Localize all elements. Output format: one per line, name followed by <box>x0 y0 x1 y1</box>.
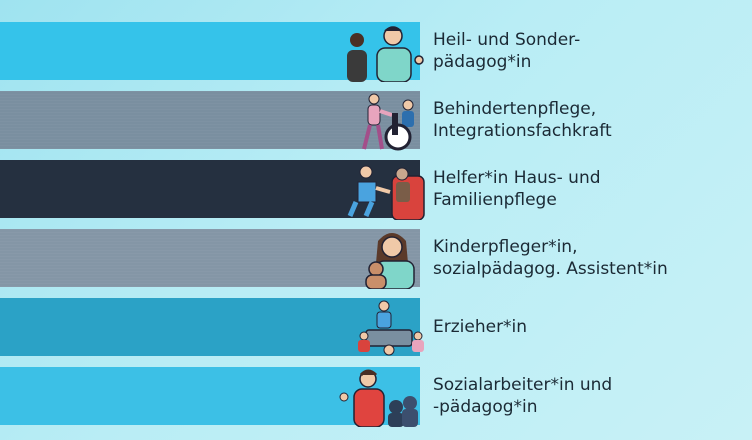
row-label: Behindertenpflege, Integrationsfachkraft <box>433 99 612 141</box>
color-bar <box>0 298 420 356</box>
group-table-icon <box>358 300 424 356</box>
row-label: Kinderpfleger*in, sozialpädagog. Assisten… <box>433 237 668 279</box>
row-label: Heil- und Sonder-pädagog*in <box>433 30 581 72</box>
color-bar <box>0 367 420 425</box>
wheelchair-care-icon <box>362 93 414 151</box>
color-bar <box>0 160 420 218</box>
list-item: Behindertenpflege, Integrationsfachkraft <box>0 91 752 151</box>
color-bar <box>0 91 420 149</box>
social-worker-icon <box>339 369 418 427</box>
parent-baby-icon <box>365 233 415 289</box>
row-label: Sozialarbeiter*in und -pädagog*in <box>433 375 613 417</box>
list-item: Sozialarbeiter*in und -pädagog*in <box>0 367 752 427</box>
color-bar <box>0 229 420 287</box>
home-care-icon <box>347 165 425 220</box>
teacher-child-icon <box>347 26 424 82</box>
row-label: Helfer*in Haus- und Familienpflege <box>433 168 601 210</box>
list-item: Heil- und Sonder-pädagog*in <box>0 22 752 82</box>
list-item: Kinderpfleger*in, sozialpädagog. Assisten… <box>0 229 752 289</box>
list-item: Erzieher*in <box>0 298 752 356</box>
list-item: Helfer*in Haus- und Familienpflege <box>0 160 752 220</box>
row-label: Erzieher*in <box>433 317 528 337</box>
